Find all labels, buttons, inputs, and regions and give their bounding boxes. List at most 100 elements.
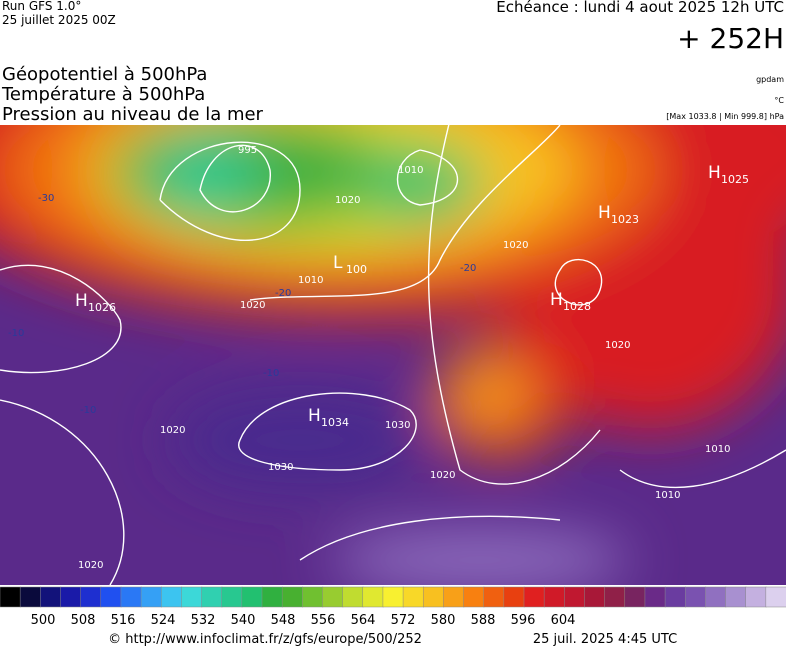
color-swatch	[302, 586, 324, 608]
color-swatch	[342, 586, 364, 608]
color-swatch	[684, 586, 707, 608]
center-letter: H	[550, 290, 563, 310]
center-value: 100	[346, 263, 367, 276]
colorbar-label: 508	[71, 613, 96, 628]
center-value: 1023	[611, 213, 639, 226]
color-swatch	[725, 586, 747, 608]
color-swatch	[241, 586, 263, 608]
isobar-label: 1010	[655, 490, 680, 501]
center-letter: H	[708, 163, 721, 183]
colorbar-label: 540	[231, 613, 256, 628]
isobar-label: 1010	[705, 444, 730, 455]
color-swatch	[745, 586, 767, 608]
center-value: 1025	[721, 173, 749, 186]
isobar-label: 1020	[160, 425, 185, 436]
title: Géopotentiel à 500hPa	[2, 64, 207, 85]
color-swatch	[483, 586, 505, 608]
colorbar-label: 564	[351, 613, 376, 628]
color-swatch	[624, 586, 646, 608]
temperature-label: -20	[275, 288, 291, 299]
center-letter: H	[598, 203, 611, 223]
center-value: 1028	[563, 300, 591, 313]
color-swatch	[765, 586, 786, 608]
colorbar-label: 596	[511, 613, 536, 628]
color-swatch	[422, 586, 445, 608]
color-swatch	[443, 586, 465, 608]
colorbar-label: 556	[311, 613, 336, 628]
isobar-label: 1030	[385, 420, 410, 431]
color-swatch	[362, 586, 384, 608]
isobar-label: 1010	[398, 165, 423, 176]
isobar-label: 995	[238, 145, 257, 156]
colorbar-label: 580	[431, 613, 456, 628]
colorbar-label: 516	[111, 613, 136, 628]
color-swatch	[322, 586, 344, 608]
title: Pression au niveau de la mer	[2, 104, 264, 125]
colorbar-label: 548	[271, 613, 296, 628]
isobar-label: 1020	[503, 240, 528, 251]
lead-time: + 252H	[677, 22, 784, 55]
isobar-label: 1020	[78, 560, 103, 571]
colorbar-label: 532	[191, 613, 216, 628]
color-swatch	[201, 586, 223, 608]
color-swatch	[60, 586, 82, 608]
color-swatch	[181, 586, 203, 608]
color-swatch	[402, 586, 424, 608]
color-swatch	[564, 586, 586, 608]
color-swatch	[100, 586, 122, 608]
temperature-label: -10	[8, 328, 24, 339]
temperature-label: -20	[460, 263, 476, 274]
color-swatch	[0, 586, 21, 608]
unit: [Max 1033.8 | Min 999.8] hPa	[666, 112, 784, 121]
color-swatch	[503, 586, 525, 608]
color-swatch	[261, 586, 283, 608]
center-letter: L	[333, 253, 343, 273]
run-date: 25 juillet 2025 00Z	[2, 13, 116, 27]
isobar-label: 1020	[240, 300, 265, 311]
colorbar-label: 572	[391, 613, 416, 628]
unit: gpdam	[756, 75, 784, 84]
colorbar: 500 508 516 524 532 540 548 556 564 572 580 588 596 6…	[0, 586, 786, 628]
color-swatch	[584, 586, 606, 608]
colorbar-label: 524	[151, 613, 176, 628]
generated-time: 25 juil. 2025 4:45 UTC	[533, 632, 677, 647]
center-value: 1034	[321, 416, 349, 429]
valid-time: Echéance : lundi 4 aout 2025 12h UTC	[496, 0, 784, 16]
center-letter: H	[308, 406, 321, 426]
isobar-label: 1020	[605, 340, 630, 351]
color-swatch	[221, 586, 243, 608]
temperature-label: -10	[263, 368, 279, 379]
color-swatch	[463, 586, 485, 608]
color-swatch	[664, 586, 686, 608]
color-swatch	[160, 586, 183, 608]
isobar-label: 1010	[298, 275, 323, 286]
color-swatch	[523, 586, 545, 608]
colorbar-label: 500	[31, 613, 56, 628]
center-value: 1026	[88, 301, 116, 314]
color-swatch	[19, 586, 42, 608]
temperature-label: -30	[38, 193, 54, 204]
colorbar-label: 604	[551, 613, 576, 628]
map-field	[0, 125, 786, 585]
isobar-label: 1030	[268, 462, 293, 473]
color-swatch	[543, 586, 566, 608]
isobar-label: 1020	[430, 470, 455, 481]
color-swatch	[705, 586, 727, 608]
temperature-label: -10	[80, 405, 96, 416]
color-swatch	[140, 586, 162, 608]
center-letter: H	[75, 291, 88, 311]
unit: °C	[774, 96, 784, 105]
color-swatch	[604, 586, 626, 608]
colorbar-label: 588	[471, 613, 496, 628]
color-swatch	[120, 586, 142, 608]
color-swatch	[281, 586, 304, 608]
title: Température à 500hPa	[1, 84, 205, 105]
isobar-label: 1020	[335, 195, 360, 206]
color-swatch	[644, 586, 666, 608]
color-swatch	[80, 586, 102, 608]
color-swatch	[382, 586, 404, 608]
color-swatch	[40, 586, 62, 608]
